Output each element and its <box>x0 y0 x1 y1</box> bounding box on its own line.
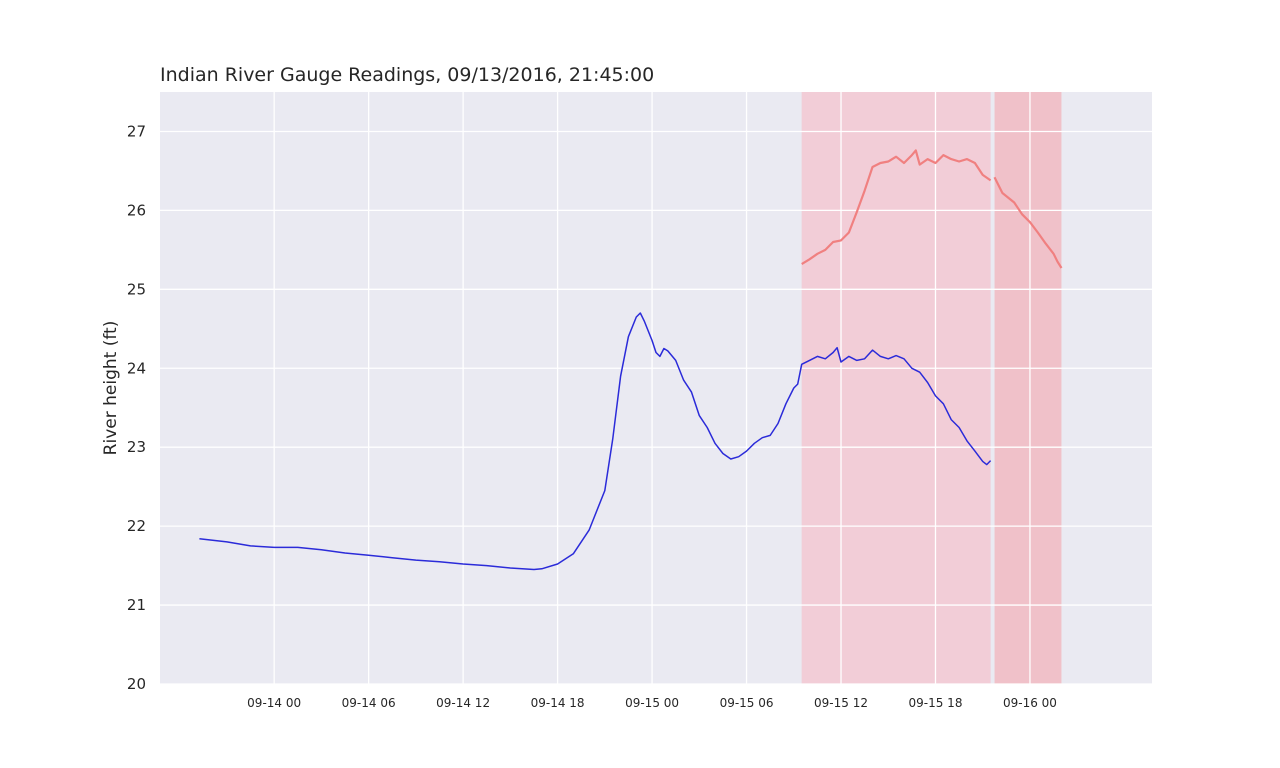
x-tick-label: 09-15 00 <box>625 696 679 710</box>
forecast-band-1 <box>801 92 991 684</box>
x-tick-label: 09-16 00 <box>1003 696 1057 710</box>
grid-lines <box>160 92 1152 685</box>
x-tick-label: 09-14 06 <box>342 696 396 710</box>
forecast-band-2 <box>994 92 1062 684</box>
y-tick-label: 26 <box>127 201 146 219</box>
x-tick-label: 09-14 18 <box>531 696 585 710</box>
x-axis-ticks: 09-14 00 09-14 06 09-14 12 09-14 18 09-15 00… <box>247 696 1057 710</box>
y-tick-label: 22 <box>127 517 146 535</box>
x-tick-label: 09-14 00 <box>247 696 301 710</box>
series-lines <box>199 149 1063 571</box>
y-tick-label: 25 <box>127 280 146 298</box>
y-tick-label: 21 <box>127 596 146 614</box>
observed-series-line <box>199 312 992 571</box>
x-tick-label: 09-15 12 <box>814 696 868 710</box>
forecast-bands <box>801 92 1062 684</box>
x-tick-label: 09-14 12 <box>436 696 490 710</box>
x-tick-label: 09-15 18 <box>909 696 963 710</box>
x-tick-label: 09-15 06 <box>720 696 774 710</box>
y-tick-label: 20 <box>127 675 146 693</box>
y-axis-label: River height (ft) <box>101 321 121 456</box>
forecast-series-line-2 <box>993 176 1063 269</box>
forecast-series-line-1 <box>801 149 992 266</box>
y-axis-ticks: 20 21 22 23 24 25 26 27 <box>127 122 146 693</box>
y-tick-label: 23 <box>127 438 146 456</box>
y-tick-label: 24 <box>127 359 146 377</box>
y-tick-label: 27 <box>127 122 146 140</box>
chart-title: Indian River Gauge Readings, 09/13/2016,… <box>160 64 654 86</box>
